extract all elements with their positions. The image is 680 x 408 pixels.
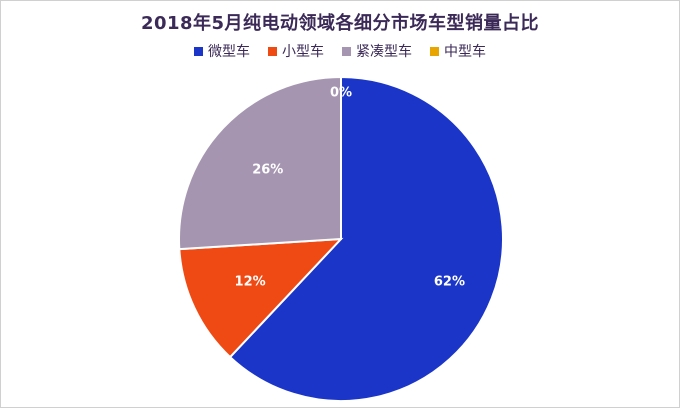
pie-data-label-1: 12%: [235, 274, 266, 289]
pie-slices: [178, 75, 504, 402]
legend-swatch-3: [430, 46, 439, 56]
legend-label-3: 中型车: [444, 44, 486, 60]
legend-item-2: 紧凑型车: [342, 41, 412, 61]
chart-title: 2018年5月纯电动领域各细分市场车型销量占比: [140, 13, 540, 34]
pie-data-label-2: 26%: [252, 163, 283, 178]
pie-slice-1: [178, 237, 344, 359]
legend-swatch-1: [268, 46, 277, 56]
pie-slice-2: [178, 75, 342, 251]
pie-data-label-3: 0%: [330, 86, 352, 101]
legend-label-1: 小型车: [282, 44, 324, 60]
pie-slice-0: [228, 75, 504, 402]
legend-swatch-2: [342, 46, 351, 56]
pie-labels: 62% 12% 26% 0%: [235, 86, 465, 290]
legend-item-3: 中型车: [430, 41, 486, 61]
chart-legend: 微型车 小型车 紧凑型车 中型车: [1, 41, 679, 61]
legend-swatch-0: [194, 46, 203, 56]
legend-item-1: 小型车: [268, 41, 324, 61]
pie-data-label-0: 62%: [434, 274, 465, 289]
legend-label-2: 紧凑型车: [356, 44, 412, 60]
legend-label-0: 微型车: [208, 44, 250, 60]
legend-item-0: 微型车: [194, 41, 250, 61]
